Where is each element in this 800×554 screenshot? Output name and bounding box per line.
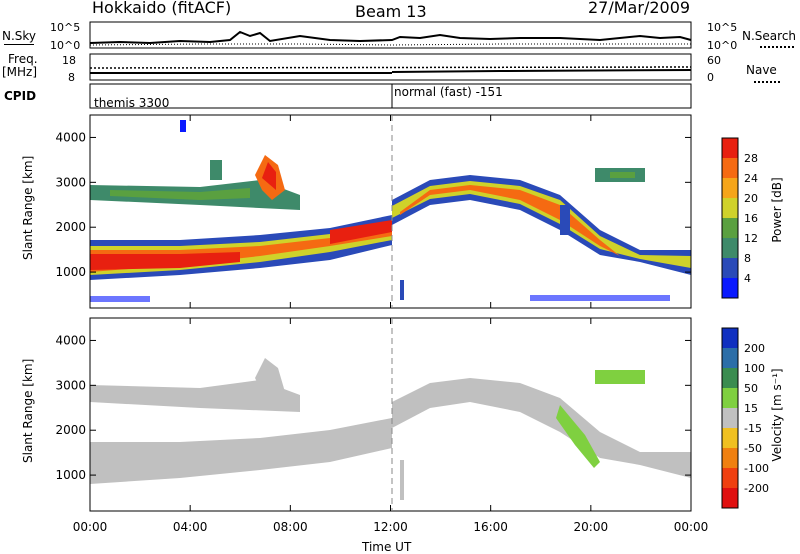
power-ytick-label: 3000 bbox=[55, 175, 86, 189]
velocity-colorbar-swatch bbox=[722, 428, 738, 448]
velocity-colorbar-tick: -15 bbox=[744, 422, 762, 435]
power-colorbar-swatch bbox=[722, 238, 738, 258]
station-title: Hokkaido (fitACF) bbox=[92, 0, 232, 17]
power-colorbar-tick: 20 bbox=[744, 192, 758, 205]
velocity-colorbar-swatch bbox=[722, 448, 738, 468]
velocity-ylabel: Slant Range [km] bbox=[21, 358, 35, 463]
velocity-axes: 1000 2000 3000 4000 00:00 04:00 08:00 12:00 16:0… bbox=[55, 318, 708, 534]
velocity-ytick-label: 3000 bbox=[55, 378, 86, 392]
freq-unit-label: [MHz] bbox=[2, 65, 38, 79]
nave-label: Nave bbox=[746, 63, 777, 77]
velocity-xtick-label: 00:00 bbox=[73, 520, 108, 534]
power-ytick-label: 4000 bbox=[55, 130, 86, 144]
power-colorbar-tick: 8 bbox=[744, 252, 751, 265]
power-colorbar-tick: 16 bbox=[744, 212, 758, 225]
velocity-ytick-label: 2000 bbox=[55, 423, 86, 437]
velocity-panel-frame bbox=[89, 317, 692, 512]
velocity-colorbar-swatch bbox=[722, 468, 738, 488]
velocity-colorbar-swatch bbox=[722, 348, 738, 368]
velocity-panel-content bbox=[90, 358, 691, 500]
velocity-xtick-label: 16:00 bbox=[473, 520, 508, 534]
freq-tick-top: 18 bbox=[62, 54, 76, 67]
nsearch-tick-bottom: 10^0 bbox=[707, 39, 738, 52]
nsky-tick-bottom: 10^0 bbox=[50, 39, 81, 52]
velocity-ytick-label: 1000 bbox=[55, 468, 86, 482]
velocity-colorbar-tick: 15 bbox=[744, 402, 758, 415]
power-colorbar-swatch bbox=[722, 198, 738, 218]
noise-search-line bbox=[89, 43, 691, 46]
power-colorbar-tick: 28 bbox=[744, 152, 758, 165]
power-colorbar-frame bbox=[721, 137, 739, 299]
power-colorbar-swatch bbox=[722, 158, 738, 178]
cpid-frame bbox=[89, 83, 692, 109]
date-title: 27/Mar/2009 bbox=[588, 0, 691, 17]
power-panel-frame bbox=[89, 114, 692, 309]
nave-tick-top: 60 bbox=[707, 54, 721, 67]
nsearch-tick-top: 10^5 bbox=[707, 21, 738, 34]
x-axis-label: Time UT bbox=[362, 540, 412, 554]
power-colorbar-label: Power [dB] bbox=[770, 177, 784, 243]
power-colorbar-swatch bbox=[722, 138, 738, 158]
velocity-colorbar-label: Velocity [m s⁻¹] bbox=[770, 368, 784, 462]
velocity-xtick-label: 20:00 bbox=[574, 520, 609, 534]
velocity-colorbar: 200 100 50 15 -15 -50 -100 -200 bbox=[721, 327, 769, 509]
freq-line-2 bbox=[391, 69, 692, 73]
noise-sky-line bbox=[89, 30, 692, 45]
cpid-segment-1: themis 3300 bbox=[94, 96, 170, 110]
velocity-colorbar-tick: 100 bbox=[744, 362, 765, 375]
nsky-legend-line bbox=[4, 44, 34, 45]
velocity-colorbar-tick: -50 bbox=[744, 442, 762, 455]
power-panel-content bbox=[90, 120, 691, 302]
power-colorbar-swatch bbox=[722, 178, 738, 198]
velocity-colorbar-tick: -200 bbox=[744, 482, 769, 495]
power-colorbar-tick: 4 bbox=[744, 272, 751, 285]
velocity-xtick-label: 00:00 bbox=[674, 520, 709, 534]
nsearch-legend-line bbox=[760, 46, 794, 48]
power-colorbar-tick: 12 bbox=[744, 232, 758, 245]
velocity-colorbar-swatch bbox=[722, 368, 738, 388]
cpid-segment-2: normal (fast) -151 bbox=[394, 85, 503, 99]
velocity-colorbar-swatch bbox=[722, 488, 738, 508]
nave-line bbox=[89, 66, 692, 69]
power-colorbar: 4 8 12 16 20 24 28 bbox=[721, 137, 758, 299]
nave-tick-bottom: 0 bbox=[707, 71, 714, 84]
power-ylabel: Slant Range [km] bbox=[21, 155, 35, 260]
power-axes: 1000 2000 3000 4000 bbox=[55, 115, 692, 308]
velocity-xtick-label: 08:00 bbox=[273, 520, 308, 534]
power-colorbar-swatch bbox=[722, 218, 738, 238]
velocity-xtick-label: 04:00 bbox=[173, 520, 208, 534]
velocity-colorbar-frame bbox=[721, 327, 739, 509]
power-colorbar-swatch bbox=[722, 258, 738, 278]
nsearch-label: N.Search bbox=[742, 29, 797, 43]
cpid-label: CPID bbox=[4, 89, 37, 103]
beam-title: Beam 13 bbox=[355, 2, 427, 21]
power-colorbar-tick: 24 bbox=[744, 172, 758, 185]
nsky-label: N.Sky bbox=[2, 29, 37, 43]
velocity-colorbar-swatch bbox=[722, 388, 738, 408]
velocity-colorbar-swatch bbox=[722, 328, 738, 348]
velocity-ytick-label: 4000 bbox=[55, 333, 86, 347]
freq-label: Freq. bbox=[8, 52, 38, 66]
power-ytick-label: 2000 bbox=[55, 220, 86, 234]
velocity-colorbar-tick: 200 bbox=[744, 342, 765, 355]
velocity-colorbar-tick: 50 bbox=[744, 382, 758, 395]
power-colorbar-swatch bbox=[722, 278, 738, 298]
freq-tick-bottom: 8 bbox=[68, 71, 75, 84]
nave-legend-line bbox=[754, 81, 780, 83]
velocity-colorbar-tick: -100 bbox=[744, 462, 769, 475]
velocity-xtick-label: 12:00 bbox=[373, 520, 408, 534]
velocity-colorbar-swatch bbox=[722, 408, 738, 428]
noise-panel-frame bbox=[89, 21, 692, 49]
nsky-tick-top: 10^5 bbox=[50, 21, 81, 34]
power-ytick-label: 1000 bbox=[55, 265, 86, 279]
